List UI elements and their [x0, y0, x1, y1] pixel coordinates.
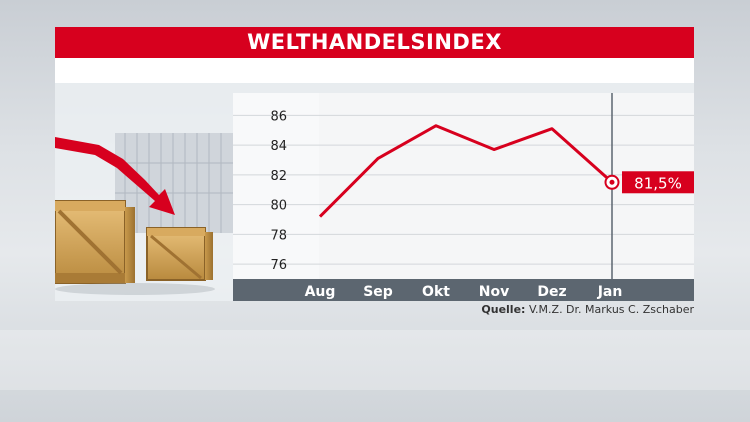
falling-arrow-icon — [55, 137, 175, 215]
y-tick-label: 76 — [270, 258, 287, 273]
y-tick-label: 80 — [270, 199, 287, 214]
value-callout-box — [622, 171, 694, 194]
y-tick-label: 82 — [270, 169, 287, 184]
y-label-band — [233, 93, 319, 279]
value-callout: 81,5% — [622, 171, 694, 194]
x-tick-label: Aug — [305, 284, 336, 300]
illustration — [55, 93, 233, 301]
source-label: Quelle: — [481, 303, 526, 316]
value-callout-label: 81,5% — [634, 174, 682, 192]
y-tick-label: 84 — [270, 139, 287, 154]
subtitle-strip — [55, 58, 694, 83]
chart-title: WELTHANDELSINDEX — [55, 27, 694, 58]
y-tick-label: 86 — [270, 109, 287, 124]
x-tick-label: Okt — [422, 284, 450, 300]
x-tick-label: Nov — [479, 284, 509, 300]
crate-small — [146, 227, 213, 281]
y-tick-label: 78 — [270, 228, 287, 243]
series-line — [318, 124, 613, 218]
x-tick-label: Sep — [363, 284, 393, 300]
data-point-current-dot — [609, 179, 615, 185]
crate-large — [55, 200, 135, 284]
source-text: V.M.Z. Dr. Markus C. Zschaber — [528, 303, 694, 316]
x-tick-label: Dez — [537, 284, 566, 300]
crates-arrow-illustration — [55, 133, 233, 295]
x-tick-label: Jan — [597, 284, 623, 300]
background-band — [0, 330, 750, 390]
x-axis-bar — [233, 279, 694, 301]
source-note: Quelle: V.M.Z. Dr. Markus C. Zschaber — [380, 303, 694, 316]
